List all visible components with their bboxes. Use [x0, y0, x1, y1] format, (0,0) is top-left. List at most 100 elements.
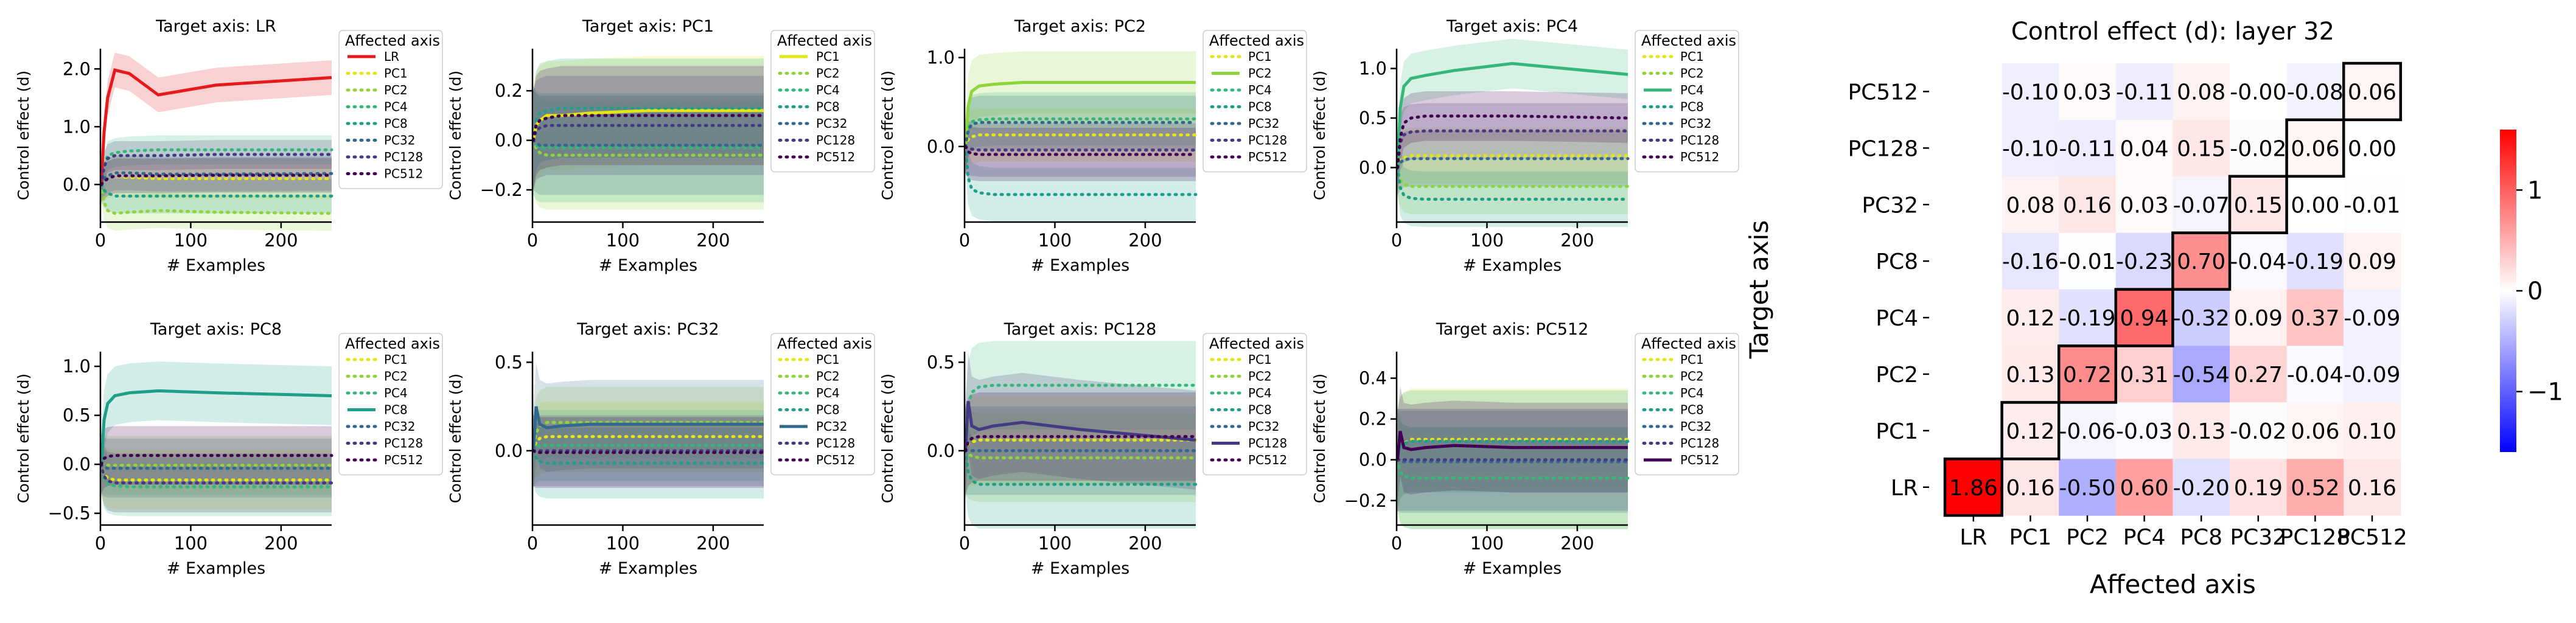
heatmap-cell-label: 0.16 — [2348, 476, 2396, 501]
heatmap-cell-label: -0.04 — [2287, 363, 2344, 388]
band-pc4 — [965, 92, 1196, 173]
heatmap-cell — [2173, 119, 2230, 177]
heatmap-cell — [1945, 459, 2003, 516]
legend-title: Affected axis — [1209, 32, 1304, 49]
line-pc1 — [531, 435, 766, 453]
line-pc1 — [99, 174, 333, 186]
line-pc32 — [963, 120, 1198, 148]
heatmap-cell-label: 0.27 — [2234, 363, 2283, 388]
y-tick-label: 1.0 — [63, 116, 91, 137]
legend-label-pc32: PC32 — [384, 133, 415, 148]
legend-title: Affected axis — [345, 335, 440, 352]
heatmap-cell-label: 0.19 — [2234, 476, 2283, 501]
band-pc4 — [1397, 408, 1628, 529]
line-pc32 — [99, 462, 333, 470]
heatmap-cell — [2344, 176, 2401, 234]
x-axis-label: # Examples — [1031, 559, 1129, 578]
heatmap-cell-label: -0.06 — [2059, 419, 2115, 444]
line-pc512 — [1395, 431, 1628, 460]
heatmap-cell — [2002, 119, 2059, 177]
heatmap-cell — [2286, 402, 2344, 459]
legend-title: Affected axis — [1641, 32, 1736, 49]
x-tick-label: 100 — [1038, 533, 1072, 554]
band-pc2 — [965, 406, 1196, 503]
heatmap-cell — [2286, 176, 2344, 234]
colorbar — [2500, 130, 2516, 452]
band-pc4 — [1397, 38, 1628, 193]
heatmap-cell-label: 0.12 — [2006, 306, 2054, 331]
colorbar-tick-label: 1 — [2527, 176, 2543, 204]
line-pc1 — [99, 462, 333, 482]
diagonal-highlight — [2228, 175, 2288, 234]
panel-pc8: Target axis: PC8 0 100 200 −0.5 0.0 0.5 1.0 # Ex… — [15, 320, 443, 578]
colorbar-tick-label: −1 — [2527, 378, 2563, 406]
y-tick-label: 0.5 — [63, 405, 91, 426]
y-tick-label: 2.0 — [63, 58, 91, 79]
legend-title: Affected axis — [777, 335, 872, 352]
band-pc1 — [965, 108, 1196, 173]
band-pc2 — [101, 167, 332, 231]
diagonal-highlight — [2171, 231, 2232, 291]
heatmap-cell-label: 1.86 — [1949, 476, 1998, 501]
x-tick-label: 0 — [527, 533, 538, 554]
line-pc2 — [99, 183, 333, 215]
x-tick-label: 100 — [1470, 533, 1504, 554]
y-tick-label: 0.5 — [495, 352, 523, 372]
legend-box — [1202, 333, 1307, 476]
heatmap-cell — [2002, 459, 2059, 516]
legend-label-pc8: PC8 — [816, 100, 840, 114]
heatmap-cell-label: 0.08 — [2177, 80, 2225, 105]
heatmap-cell — [2115, 119, 2173, 177]
y-tick-label: 0.4 — [1359, 368, 1387, 389]
y-tick-label: −0.2 — [1344, 490, 1387, 511]
legend-label-pc8: PC8 — [1248, 403, 1272, 417]
x-tick-label: 0 — [1391, 230, 1402, 251]
heatmap-cell — [2173, 289, 2230, 346]
band-pc2 — [1397, 408, 1628, 529]
y-tick-label: 0.0 — [1359, 157, 1387, 178]
diagonal-highlight — [2057, 344, 2118, 404]
heatmap-cell-label: -0.19 — [2059, 306, 2115, 331]
legend-title: Affected axis — [1209, 335, 1304, 352]
diagonal-highlight — [2114, 288, 2174, 347]
y-axis-label: Control effect (d) — [879, 374, 896, 503]
band-pc1 — [101, 155, 332, 205]
line-lr — [99, 68, 332, 185]
diagonal-highlight — [2285, 118, 2345, 178]
heatmap-row-label: PC512 — [1848, 80, 1918, 105]
line-pc2 — [99, 462, 333, 467]
legend-label-pc32: PC32 — [1680, 116, 1711, 131]
heatmap-cell — [2173, 402, 2230, 459]
legend-label-pc1: PC1 — [1680, 352, 1704, 367]
heatmap-cell — [2059, 232, 2117, 290]
y-axis-label: Control effect (d) — [15, 374, 32, 503]
heatmap-cell — [2002, 346, 2059, 403]
legend-label-pc512: PC512 — [1680, 150, 1719, 164]
heatmap-cell — [2115, 176, 2173, 234]
panel-title: Target axis: PC32 — [576, 320, 719, 339]
band-pc32 — [101, 155, 332, 202]
legend-label-pc4: PC4 — [816, 83, 840, 97]
legend-label-pc512: PC512 — [816, 150, 855, 164]
heatmap-row-label: PC1 — [1876, 419, 1918, 444]
line-pc8 — [531, 449, 766, 465]
y-tick-label: 0.5 — [927, 352, 955, 372]
legend-label-pc2: PC2 — [1248, 66, 1272, 81]
x-axis-label: # Examples — [167, 256, 265, 275]
heatmap-cell-label: -0.11 — [2059, 136, 2115, 161]
legend-label-pc8: PC8 — [1680, 403, 1704, 417]
heatmap-cell — [2002, 232, 2059, 290]
heatmap-cell — [2115, 232, 2173, 290]
line-pc4 — [531, 139, 766, 150]
heatmap-cell — [2230, 176, 2288, 234]
heatmap-cell-label: 0.70 — [2177, 249, 2225, 274]
legend-label-pc1: PC1 — [1248, 49, 1272, 64]
y-tick-label: −0.5 — [48, 503, 91, 524]
line-pc4 — [531, 444, 766, 453]
heatmap-col-label: PC1 — [2009, 525, 2052, 550]
x-tick-label: 200 — [1128, 533, 1162, 554]
heatmap-cell-label: 0.00 — [2291, 193, 2339, 218]
heatmap-cell — [2344, 289, 2401, 346]
heatmap-cell-label: 0.06 — [2291, 419, 2339, 444]
line-pc2 — [531, 139, 766, 157]
